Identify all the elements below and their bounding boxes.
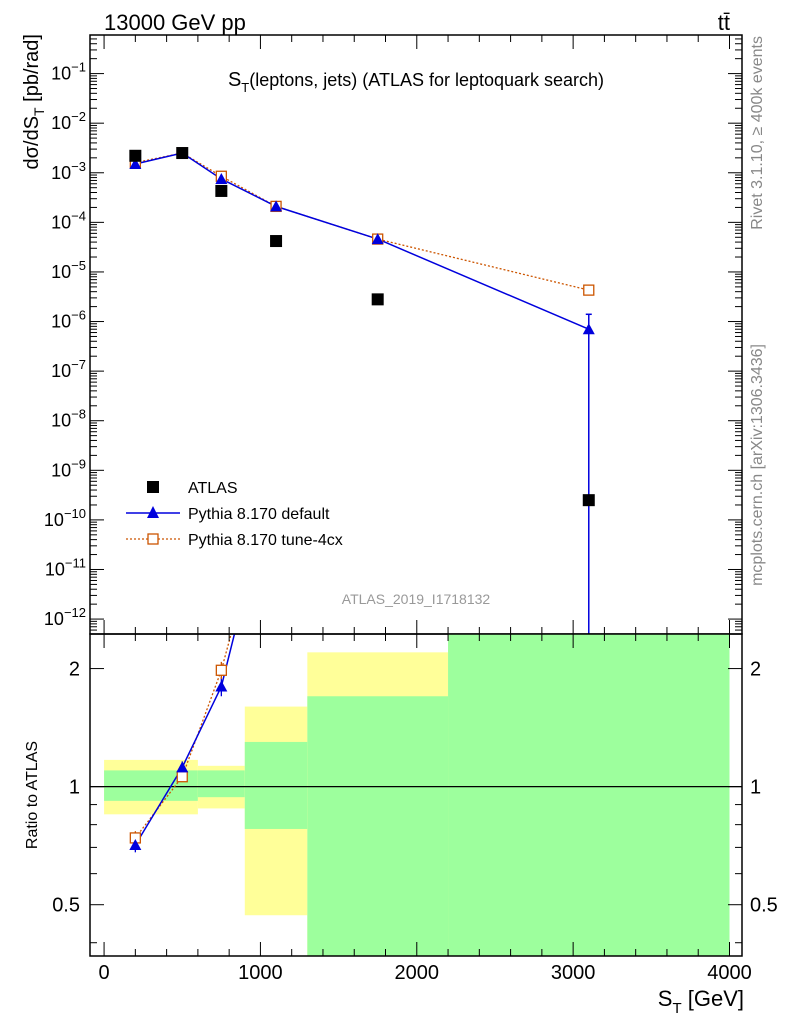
x-tick-label: 3000 bbox=[551, 962, 596, 984]
ratio-y-tick-label-right: 2 bbox=[750, 659, 761, 681]
main-panel: 10−12 10−11 10−10 10−9 10−8 10−7 10−6 10−5 10−4 1… bbox=[21, 34, 743, 635]
band-inner bbox=[448, 634, 730, 956]
x-tick-label: 4000 bbox=[707, 962, 752, 984]
marker-tune bbox=[583, 284, 595, 296]
marker-default bbox=[215, 172, 228, 184]
band-inner bbox=[244, 741, 308, 829]
main-y-tick-label: 10−12 bbox=[44, 605, 86, 629]
x-tick-label: 0 bbox=[99, 962, 110, 984]
main-y-tick-label: 10−8 bbox=[51, 407, 86, 431]
series-line-default bbox=[135, 152, 590, 330]
marker-atlas bbox=[270, 235, 283, 248]
ratio-y-tick-label-left: 2 bbox=[69, 659, 80, 681]
marker-atlas bbox=[371, 293, 384, 306]
mcplots-label: mcplots.cern.ch [arXiv:1306.3436] bbox=[749, 344, 766, 586]
x-tick-label: 2000 bbox=[395, 962, 440, 984]
ratio-y-tick-label-left: 0.5 bbox=[52, 895, 80, 917]
ratio-line-default bbox=[134, 634, 236, 846]
main-y-tick-label: 10−2 bbox=[51, 109, 86, 133]
ratio-y-tick-label-right: 0.5 bbox=[750, 895, 778, 917]
legend-marker-atlas bbox=[147, 481, 159, 493]
legend-marker-default bbox=[147, 506, 159, 518]
marker-atlas bbox=[129, 149, 142, 162]
legend: ATLAS Pythia 8.170 default Pythia 8.170 … bbox=[126, 480, 343, 549]
series-line-tune bbox=[135, 152, 589, 291]
main-y-tick-label: 10−9 bbox=[51, 456, 86, 480]
ratio-panel: 0.5 0.5 1 1 2 2 0 1000 2000 3000 4000 Ratio to AT… bbox=[24, 633, 778, 1017]
ratio-line-tune bbox=[134, 634, 232, 839]
legend-label-atlas: ATLAS bbox=[188, 480, 238, 497]
energy-label: 13000 GeV pp bbox=[104, 10, 246, 35]
ratio-marker-default bbox=[215, 680, 228, 692]
main-y-tick-label: 10−6 bbox=[51, 308, 86, 332]
marker-default bbox=[129, 158, 142, 170]
marker-default bbox=[582, 323, 595, 335]
main-y-tick-label: 10−5 bbox=[51, 258, 86, 282]
x-tick-label: 1000 bbox=[238, 962, 283, 984]
main-y-axis-label: dσ/dST [pb/rad] bbox=[21, 34, 47, 169]
marker-default bbox=[270, 200, 283, 212]
ratio-marker-default bbox=[176, 761, 189, 773]
ratio-marker-tune bbox=[215, 664, 227, 676]
ratio-marker-tune bbox=[176, 771, 188, 783]
band-inner bbox=[197, 770, 245, 798]
ratio-y-tick-label-left: 1 bbox=[69, 777, 80, 799]
legend-label-default: Pythia 8.170 default bbox=[188, 506, 330, 523]
main-y-tick-label: 10−1 bbox=[51, 60, 86, 84]
process-label: tt̄ bbox=[718, 10, 730, 35]
marker-atlas bbox=[582, 494, 595, 507]
marker-atlas bbox=[215, 184, 228, 197]
legend-label-tune: Pythia 8.170 tune-4cx bbox=[188, 532, 343, 549]
main-y-tick-label: 10−11 bbox=[45, 555, 86, 579]
analysis-id: ATLAS_2019_I1718132 bbox=[342, 591, 491, 607]
ratio-frame bbox=[89, 633, 743, 957]
main-y-tick-label: 10−3 bbox=[51, 159, 86, 183]
legend-marker-tune bbox=[147, 533, 159, 545]
marker-atlas bbox=[176, 147, 189, 160]
main-y-tick-label: 10−4 bbox=[51, 208, 86, 232]
band-inner bbox=[307, 696, 449, 956]
main-title: ST(leptons, jets) (ATLAS for leptoquark … bbox=[228, 69, 604, 95]
x-axis-label: ST [GeV] bbox=[658, 986, 744, 1017]
marker-default bbox=[371, 233, 384, 245]
main-y-tick-label: 10−10 bbox=[44, 506, 86, 530]
rivet-label: Rivet 3.1.10, ≥ 400k events bbox=[749, 36, 766, 230]
main-y-tick-label: 10−7 bbox=[51, 357, 86, 381]
ratio-y-tick-label-right: 1 bbox=[750, 777, 761, 799]
ratio-marker-default bbox=[129, 838, 142, 850]
ratio-y-axis-label: Ratio to ATLAS bbox=[24, 741, 41, 849]
